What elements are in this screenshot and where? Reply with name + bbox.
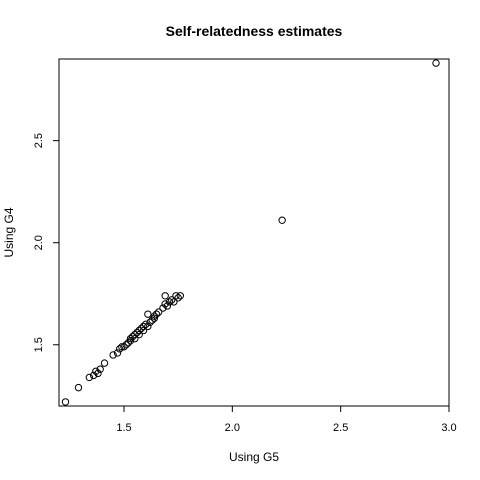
data-point	[109, 351, 117, 359]
data-point	[144, 310, 152, 318]
data-point	[150, 314, 159, 322]
data-point	[148, 316, 156, 324]
y-tick-label: 2.0	[33, 235, 45, 250]
data-point	[133, 328, 141, 337]
data-point	[61, 398, 70, 406]
data-point	[152, 310, 161, 318]
data-point	[118, 343, 126, 351]
data-point	[128, 332, 137, 341]
data-point	[139, 322, 148, 331]
x-tick-label: 3.0	[441, 422, 456, 434]
data-point	[163, 302, 172, 310]
x-tick-label: 2.5	[333, 422, 348, 434]
x-axis: 1.5 2.0 2.5 3.0	[116, 405, 457, 434]
y-axis: 1.5 2.0 2.5	[33, 133, 60, 352]
data-point	[120, 343, 128, 351]
data-point	[126, 336, 135, 345]
data-point	[172, 292, 180, 300]
data-point	[137, 324, 146, 333]
data-point	[150, 312, 159, 320]
data-point	[141, 320, 150, 329]
data-point	[89, 371, 98, 380]
data-point	[100, 359, 109, 367]
x-tick-label: 2.0	[225, 422, 240, 434]
y-tick-label: 2.5	[33, 133, 45, 148]
data-point	[131, 330, 139, 339]
data-point	[146, 318, 154, 327]
data-point	[159, 304, 167, 312]
data-points	[61, 59, 440, 406]
data-point	[278, 216, 286, 224]
data-point	[94, 369, 102, 378]
data-point	[85, 373, 94, 382]
data-point	[96, 365, 104, 373]
data-point	[113, 349, 122, 357]
data-point	[176, 292, 185, 300]
data-point	[144, 322, 152, 331]
data-point	[126, 334, 135, 343]
data-point	[432, 59, 440, 67]
x-axis-label: Using G5	[229, 450, 279, 464]
data-point	[154, 308, 163, 316]
data-point	[161, 292, 169, 300]
data-point	[124, 339, 133, 347]
data-point	[165, 298, 174, 306]
data-point	[135, 326, 143, 335]
data-point	[115, 345, 124, 353]
data-point	[161, 300, 169, 308]
y-axis-label: Using G4	[2, 207, 16, 257]
data-point	[92, 367, 100, 375]
chart-title: Self-relatedness estimates	[166, 23, 343, 39]
y-tick-label: 1.5	[33, 337, 45, 352]
data-point	[122, 341, 130, 349]
data-point	[167, 296, 176, 304]
data-point	[174, 294, 182, 302]
data-point	[74, 383, 83, 392]
x-tick-label: 1.5	[116, 422, 131, 434]
